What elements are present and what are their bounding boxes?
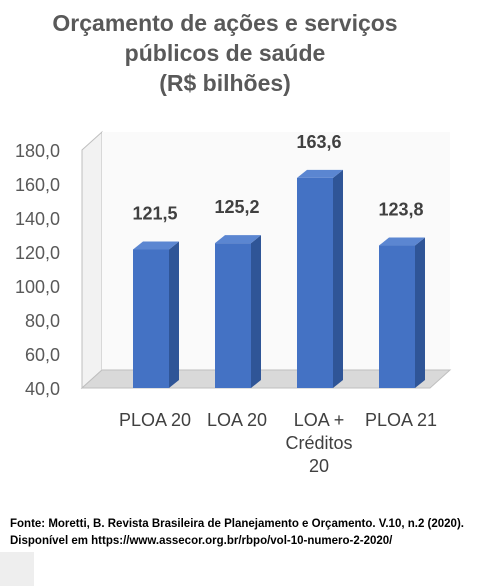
bar-top (297, 169, 343, 178)
y-tick-label: 100,0 (15, 277, 60, 297)
bar (297, 169, 343, 388)
corner-block (0, 552, 34, 586)
y-tick-label: 160,0 (15, 175, 60, 195)
x-tick-label: PLOA 20 (119, 410, 191, 430)
y-tick-label: 120,0 (15, 243, 60, 263)
data-label: 125,2 (214, 197, 259, 217)
bar-front (133, 249, 169, 388)
x-tick-label: Créditos (285, 433, 352, 453)
back-wall (102, 132, 450, 370)
y-tick-label: 180,0 (15, 141, 60, 161)
bar-chart: 40,0 60,0 80,0 100,0 120,0 140,0 160,0 180,0 12… (15, 130, 452, 476)
bar (379, 237, 425, 388)
bar-series (133, 169, 425, 388)
source-note: Fonte: Moretti, B. Revista Brasileira de… (10, 518, 464, 547)
y-tick-label: 140,0 (15, 209, 60, 229)
x-tick-label: LOA 20 (207, 410, 267, 430)
bar-side (415, 237, 425, 388)
chart-title: Orçamento de ações e serviços públicos d… (52, 10, 398, 96)
data-label: 123,8 (378, 200, 423, 220)
bar-top (379, 237, 425, 246)
bar-side (251, 235, 261, 388)
bar-front (297, 177, 333, 388)
bar-top (133, 241, 179, 250)
y-tick-label: 80,0 (25, 311, 60, 331)
x-axis-labels: PLOA 20 LOA 20 LOA + Créditos 20 PLOA 21 (119, 410, 437, 476)
y-axis-ticks: 40,0 60,0 80,0 100,0 120,0 140,0 160,0 180,0 (15, 141, 60, 399)
bar (133, 241, 179, 388)
bar-front (215, 243, 251, 388)
bar-side (169, 241, 179, 388)
y-tick-label: 60,0 (25, 345, 60, 365)
data-labels: 121,5 125,2 163,6 123,8 (132, 132, 423, 224)
side-wall (81, 130, 103, 390)
bar-top (215, 235, 261, 244)
x-tick-label: LOA + (294, 410, 345, 430)
bar-side (333, 169, 343, 388)
bar-front (379, 245, 415, 388)
data-label: 163,6 (296, 132, 341, 152)
x-tick-label: 20 (309, 456, 329, 476)
y-tick-label: 40,0 (25, 379, 60, 399)
x-tick-label: PLOA 21 (365, 410, 437, 430)
bar (215, 235, 261, 388)
data-label: 121,5 (132, 203, 177, 223)
